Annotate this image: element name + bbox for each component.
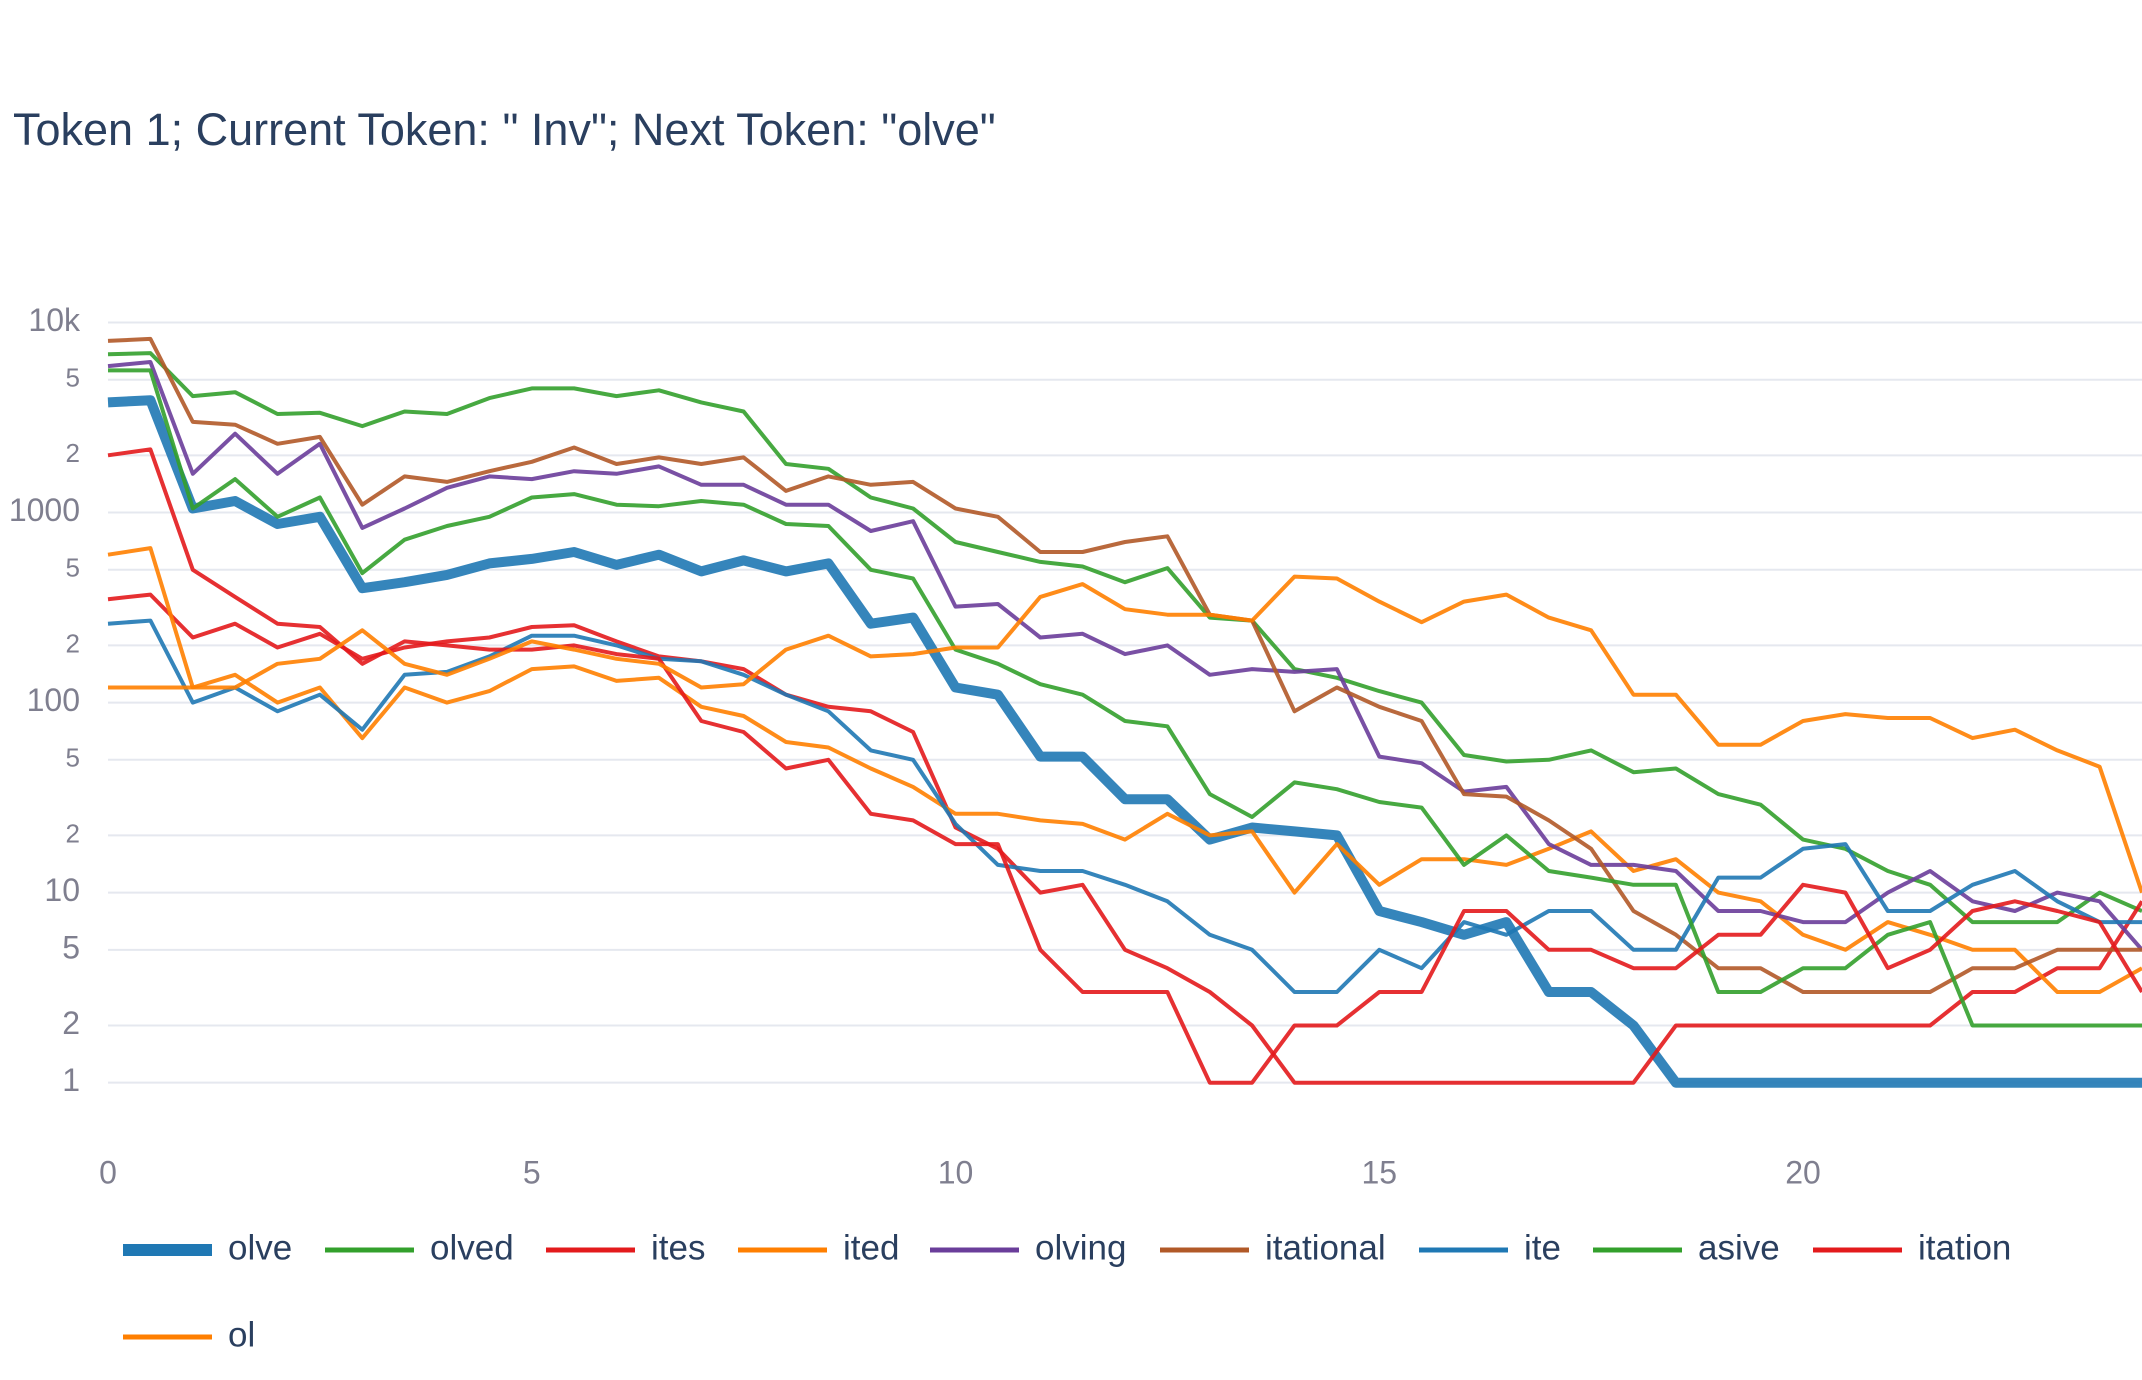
y-tick-label: 5	[66, 553, 80, 583]
legend-label: ited	[843, 1228, 899, 1267]
x-tick-label: 10	[938, 1154, 974, 1190]
y-tick-label: 2	[66, 818, 80, 848]
legend-label: olve	[228, 1228, 292, 1267]
y-tick-label: 1000	[9, 492, 80, 528]
series-line	[108, 574, 2142, 894]
y-tick-label: 5	[62, 929, 80, 965]
y-tick-label: 2	[62, 1005, 80, 1041]
x-tick-label: 20	[1785, 1154, 1821, 1190]
plot-area	[107, 336, 2142, 1088]
x-tick-label: 15	[1361, 1154, 1397, 1190]
y-tick-label: 5	[66, 743, 80, 773]
series-line	[107, 351, 2142, 925]
series-line	[107, 447, 2142, 1085]
series-line	[107, 546, 2142, 994]
legend-label: itational	[1265, 1228, 1386, 1267]
chart-title: Token 1; Current Token: " Inv"; Next Tok…	[13, 104, 996, 155]
x-tick-label: 0	[99, 1154, 117, 1190]
x-tick-label: 5	[523, 1154, 541, 1190]
y-tick-label: 2	[66, 438, 80, 468]
series-line	[107, 395, 2142, 1088]
series-line	[107, 336, 2142, 994]
series-line	[107, 618, 2142, 994]
legend-label: ol	[228, 1315, 255, 1354]
series-line	[107, 592, 2142, 1085]
legend-label: itation	[1918, 1228, 2011, 1267]
series-line	[107, 360, 2142, 952]
series-line	[108, 368, 2142, 1028]
y-tick-label: 100	[27, 682, 80, 718]
legend-label: ites	[651, 1228, 705, 1267]
y-tick-label: 1	[62, 1062, 80, 1098]
legend-label: ite	[1524, 1228, 1561, 1267]
legend-label: olved	[430, 1228, 514, 1267]
y-tick-label: 10k	[28, 302, 81, 338]
y-tick-label: 5	[66, 363, 80, 393]
legend-label: olving	[1035, 1228, 1126, 1267]
y-tick-label: 2	[66, 628, 80, 658]
y-tick-label: 10	[44, 872, 80, 908]
legend-label: asive	[1698, 1228, 1780, 1267]
